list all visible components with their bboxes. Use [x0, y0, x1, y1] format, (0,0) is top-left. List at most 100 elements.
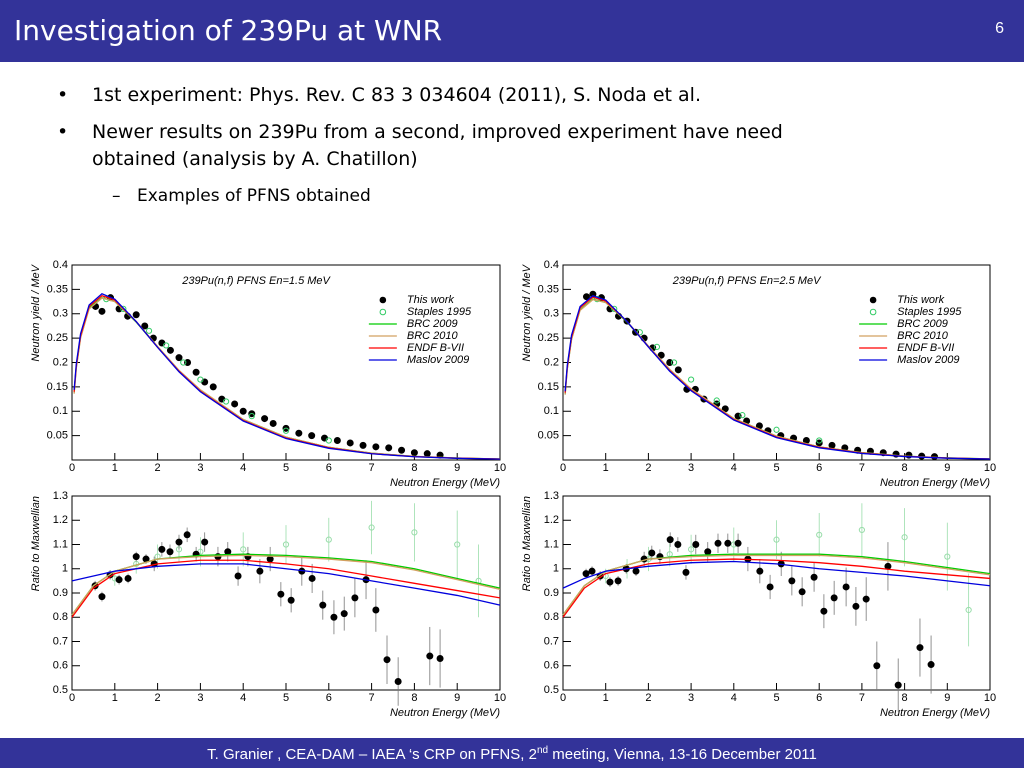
- legend-swatch: [869, 296, 877, 304]
- x-tick-label: 7: [859, 692, 865, 704]
- data-point: [842, 583, 850, 591]
- y-tick-label: 0.6: [544, 660, 559, 672]
- data-point: [368, 524, 375, 531]
- x-tick-label: 10: [984, 462, 996, 474]
- x-tick-label: 0: [69, 692, 75, 704]
- x-tick-label: 3: [688, 692, 694, 704]
- x-tick-label: 3: [197, 692, 203, 704]
- data-point: [192, 368, 200, 376]
- data-point: [810, 573, 818, 581]
- data-point: [98, 593, 106, 601]
- y-tick-label: 0.35: [538, 283, 559, 295]
- series-line: [73, 293, 501, 460]
- x-axis-label: Neutron Energy (MeV): [880, 707, 990, 719]
- data-point: [398, 446, 406, 454]
- x-tick-label: 4: [731, 462, 737, 474]
- y-tick-label: 0.2: [544, 356, 559, 368]
- y-tick-label: 0.7: [544, 635, 559, 647]
- data-point: [209, 383, 217, 391]
- data-point: [862, 595, 870, 603]
- data-point: [158, 545, 166, 553]
- data-point: [852, 602, 860, 610]
- data-point: [277, 590, 285, 598]
- x-tick-label: 5: [773, 692, 779, 704]
- data-point: [820, 607, 828, 615]
- y-tick-label: 0.3: [544, 308, 559, 320]
- x-tick-label: 7: [859, 462, 865, 474]
- data-point: [873, 662, 881, 670]
- x-tick-label: 2: [155, 462, 161, 474]
- data-point: [124, 574, 132, 582]
- x-tick-label: 6: [326, 692, 332, 704]
- x-tick-label: 7: [369, 462, 375, 474]
- data-point: [256, 567, 264, 575]
- data-point: [325, 536, 332, 543]
- y-tick-label: 0.1: [544, 405, 559, 417]
- footer: T. Granier , CEA-DAM – IAEA ‘s CRP on PF…: [0, 738, 1024, 768]
- x-tick-label: 4: [731, 692, 737, 704]
- data-point: [319, 601, 327, 609]
- data-point: [828, 441, 836, 449]
- y-tick-label: 0.15: [47, 381, 68, 393]
- y-axis-label: Ratio to Maxwellian: [30, 496, 42, 591]
- data-point: [648, 549, 656, 557]
- data-point: [930, 453, 938, 461]
- legend-label: BRC 2010: [897, 330, 949, 342]
- bullet: 1st experiment: Phys. Rev. C 83 3 034604…: [57, 82, 812, 109]
- data-point: [372, 443, 380, 451]
- x-tick-label: 9: [454, 462, 460, 474]
- data-point: [582, 293, 590, 301]
- y-tick-label: 0.2: [53, 356, 68, 368]
- data-point: [657, 351, 665, 359]
- y-tick-label: 0.8: [544, 611, 559, 623]
- data-point: [266, 555, 274, 563]
- series-line: [71, 559, 501, 618]
- data-point: [927, 661, 935, 669]
- x-tick-label: 10: [494, 462, 506, 474]
- data-point: [234, 572, 242, 580]
- data-point: [688, 376, 695, 383]
- y-tick-label: 0.05: [538, 430, 559, 442]
- bullet-list: 1st experiment: Phys. Rev. C 83 3 034604…: [0, 82, 1024, 210]
- bullet: Examples of PFNS obtained: [112, 183, 1024, 210]
- data-point: [670, 359, 678, 366]
- x-axis-label: Neutron Energy (MeV): [880, 477, 990, 489]
- data-point: [295, 429, 303, 437]
- data-point: [183, 531, 191, 539]
- data-point: [682, 568, 690, 576]
- data-point: [739, 412, 746, 419]
- footer-text: T. Granier , CEA-DAM – IAEA ‘s CRP on PF…: [207, 746, 537, 763]
- data-point: [346, 439, 354, 447]
- data-point: [180, 359, 187, 366]
- y-tick-label: 0.5: [53, 684, 68, 696]
- data-point: [141, 322, 149, 330]
- data-point: [756, 567, 764, 575]
- x-tick-label: 10: [984, 692, 996, 704]
- y-tick-label: 1.2: [544, 514, 559, 526]
- x-tick-label: 9: [944, 462, 950, 474]
- y-tick-label: 1.3: [53, 490, 68, 502]
- data-point: [714, 539, 722, 547]
- data-point: [372, 606, 380, 614]
- data-point: [224, 548, 232, 556]
- data-point: [674, 366, 682, 374]
- x-tick-label: 3: [688, 462, 694, 474]
- data-point: [436, 654, 444, 662]
- data-point: [773, 426, 780, 433]
- data-point: [248, 413, 255, 420]
- legend-label: This work: [897, 294, 945, 306]
- y-tick-label: 0.8: [53, 611, 68, 623]
- y-tick-label: 1.1: [53, 538, 68, 550]
- y-axis-label: Neutron yield / MeV: [521, 263, 533, 361]
- data-point: [325, 437, 332, 444]
- data-point: [454, 541, 461, 548]
- data-point: [734, 539, 742, 547]
- data-point: [704, 548, 712, 556]
- y-tick-label: 0.9: [544, 587, 559, 599]
- legend-label: BRC 2010: [407, 330, 459, 342]
- data-point: [894, 681, 902, 689]
- page-number: 6: [995, 20, 1004, 37]
- x-tick-label: 8: [902, 462, 908, 474]
- data-point: [175, 538, 183, 546]
